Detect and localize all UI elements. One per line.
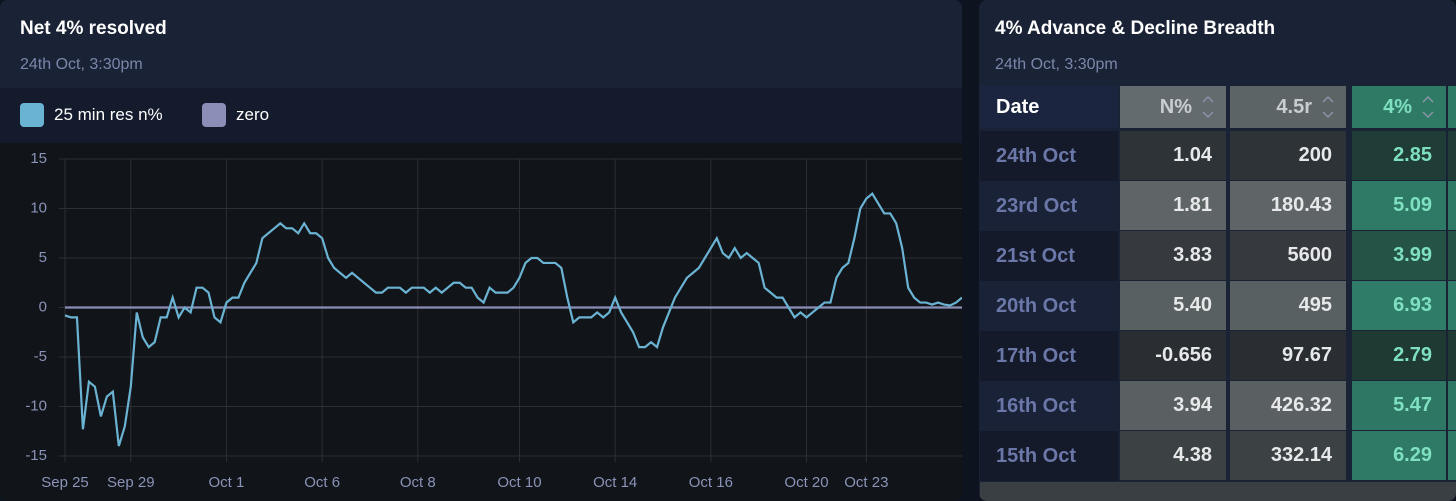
table-sliver — [1448, 86, 1456, 128]
x-tick-label: Sep 29 — [107, 474, 155, 491]
y-tick-label: 5 — [39, 249, 47, 266]
table-cell: 426.32 — [1230, 381, 1346, 430]
table-sliver — [1448, 131, 1456, 180]
x-tick-label: Oct 6 — [304, 474, 340, 491]
table-cell: 3.94 — [1120, 381, 1226, 430]
table-cell: 16th Oct — [980, 381, 1118, 431]
panel-title: Net 4% resolved — [20, 18, 167, 39]
table-cell: 332.14 — [1230, 431, 1346, 480]
table-cell: 6.29 — [1352, 431, 1446, 480]
table-header: Date — [980, 86, 1118, 128]
table-cell: 97.67 — [1230, 331, 1346, 380]
x-tick-label: Sep 25 — [41, 474, 89, 491]
table-cell: 3.83 — [1120, 231, 1226, 280]
y-tick-label: -10 — [25, 397, 47, 414]
table-cell: 24th Oct — [980, 131, 1118, 181]
table-cell: 1.04 — [1120, 131, 1226, 180]
legend: 25 min res n% zero — [0, 88, 962, 143]
sort-icon[interactable] — [1202, 95, 1214, 119]
x-tick-label: Oct 8 — [400, 474, 436, 491]
table-cell: -0.656 — [1120, 331, 1226, 380]
table-header[interactable]: 4.5r — [1230, 86, 1346, 128]
legend-swatch — [20, 103, 44, 127]
legend-swatch — [202, 103, 226, 127]
table-cell: 5600 — [1230, 231, 1346, 280]
table-cell: 3.99 — [1352, 231, 1446, 280]
table-cell: 17th Oct — [980, 331, 1118, 381]
x-tick-label: Oct 20 — [784, 474, 828, 491]
legend-item: 25 min res n% — [20, 103, 163, 127]
y-tick-label: 0 — [39, 298, 47, 315]
x-tick-label: Oct 14 — [593, 474, 637, 491]
sort-icon[interactable] — [1422, 95, 1434, 119]
table-cell: 5.40 — [1120, 281, 1226, 330]
legend-label: 25 min res n% — [54, 105, 163, 124]
table-cell: 5.09 — [1352, 181, 1446, 230]
legend-label: zero — [236, 105, 270, 124]
table-cell: 1.81 — [1120, 181, 1226, 230]
table-cell: 6.93 — [1352, 281, 1446, 330]
table-sliver — [1448, 281, 1456, 330]
table-cell: 5.47 — [1352, 381, 1446, 430]
x-tick-label: Oct 16 — [689, 474, 733, 491]
sort-icon[interactable] — [1322, 95, 1334, 119]
table-panel: 4% Advance & Decline Breadth 24th Oct, 3… — [979, 0, 1456, 501]
table-header[interactable]: N% — [1120, 86, 1226, 128]
x-tick-label: Oct 10 — [497, 474, 541, 491]
table-sliver — [1448, 381, 1456, 430]
table-cell: 4.38 — [1120, 431, 1226, 480]
panel-subtitle: 24th Oct, 3:30pm — [995, 56, 1118, 73]
y-tick-label: 10 — [30, 199, 47, 216]
table-cell: 21st Oct — [980, 231, 1118, 281]
table-cell: 180.43 — [1230, 181, 1346, 230]
x-tick-label: Oct 23 — [844, 474, 888, 491]
y-tick-label: -5 — [34, 348, 47, 365]
line — [64, 191, 962, 447]
y-tick-label: -15 — [25, 447, 47, 464]
y-tick-label: 15 — [30, 150, 47, 167]
table-header[interactable]: 4% — [1352, 86, 1446, 128]
table-cell: 15th Oct — [980, 431, 1118, 481]
panel-subtitle: 24th Oct, 3:30pm — [20, 56, 143, 73]
table-sliver — [1448, 181, 1456, 230]
panel-title: 4% Advance & Decline Breadth — [995, 18, 1276, 39]
chart-panel: Net 4% resolved 24th Oct, 3:30pm 25 min … — [0, 0, 962, 501]
table-cell: 23rd Oct — [980, 181, 1118, 231]
table-cell: 20th Oct — [980, 281, 1118, 331]
table-cell: 2.85 — [1352, 131, 1446, 180]
x-tick-label: Oct 1 — [209, 474, 245, 491]
table-sliver — [1448, 231, 1456, 280]
table-cell: 2.79 — [1352, 331, 1446, 380]
table-sliver — [1448, 331, 1456, 380]
table-sliver — [1448, 431, 1456, 480]
legend-item: zero — [202, 103, 269, 127]
table-row-partial — [980, 482, 1456, 501]
table-cell: 200 — [1230, 131, 1346, 180]
table-cell: 495 — [1230, 281, 1346, 330]
chart: -15 -10 -5 0 5 10 15 Sep 25 Sep 29 Oct 1 Oct 6 Oct … — [0, 143, 962, 501]
